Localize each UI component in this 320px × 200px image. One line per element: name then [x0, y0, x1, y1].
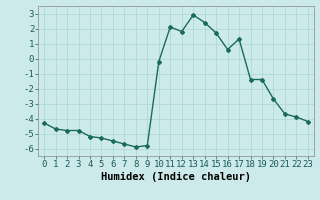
- X-axis label: Humidex (Indice chaleur): Humidex (Indice chaleur): [101, 172, 251, 182]
